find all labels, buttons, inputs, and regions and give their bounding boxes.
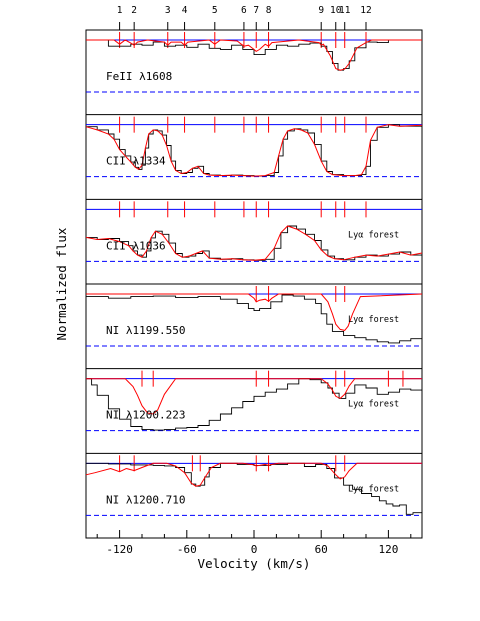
panel-label: CII λ1334 (106, 155, 166, 168)
panel-0: FeII λ1608 (86, 32, 422, 93)
component-label-5: 5 (212, 5, 218, 16)
panel-label: NI λ1199.550 (106, 324, 185, 337)
y-axis-label: Normalized flux (54, 227, 69, 340)
component-label-12: 12 (360, 5, 371, 16)
component-label-10: 10 (330, 5, 342, 16)
observed-spectrum (86, 378, 423, 431)
model-fit (85, 462, 422, 487)
component-label-2: 2 (131, 5, 137, 16)
x-tick-label: -120 (106, 543, 133, 556)
model-fit (85, 124, 423, 177)
component-label-6: 6 (241, 5, 247, 16)
panel-1: CII λ1334 (85, 114, 423, 178)
model-fit (86, 378, 422, 415)
x-tick-label: -60 (177, 543, 197, 556)
model-fit (86, 293, 423, 331)
observed-spectrum (86, 294, 423, 344)
observed-spectrum (86, 39, 422, 71)
panel-5: NI λ1200.710 Lyα forest (85, 452, 423, 516)
panel-label: CII λ1036 (106, 239, 166, 252)
panel-label: NI λ1200.710 (106, 493, 185, 506)
x-tick-label: 120 (378, 543, 398, 556)
component-label-1: 1 (117, 5, 123, 16)
component-label-7: 7 (253, 5, 259, 16)
panel-2: CII λ1036 Lyα forest (85, 198, 423, 262)
panel-4: NI λ1200.223 Lyα forest (86, 368, 423, 432)
panel-label: NI λ1200.223 (106, 409, 185, 422)
component-label-9: 9 (318, 5, 324, 16)
component-label-3: 3 (165, 5, 171, 16)
forest-label: Lyα forest (348, 315, 399, 325)
model-fit (86, 39, 422, 71)
model-fit (85, 225, 423, 261)
x-tick-label: 0 (251, 543, 258, 556)
panel-3: NI λ1199.550 Lyα forest (86, 283, 423, 347)
forest-label: Lyα forest (348, 484, 399, 494)
component-label-4: 4 (182, 5, 188, 16)
panel-label: FeII λ1608 (106, 70, 172, 83)
component-label-8: 8 (266, 5, 272, 16)
observed-spectrum (86, 462, 423, 515)
x-tick-label: 60 (315, 543, 328, 556)
forest-label: Lyα forest (348, 400, 399, 410)
x-axis-ticks: -120 -60 0 60 120 (96, 530, 412, 556)
x-axis-label: Velocity (km/s) (198, 556, 311, 571)
component-label-11: 11 (339, 5, 351, 16)
forest-label: Lyα forest (348, 230, 399, 240)
